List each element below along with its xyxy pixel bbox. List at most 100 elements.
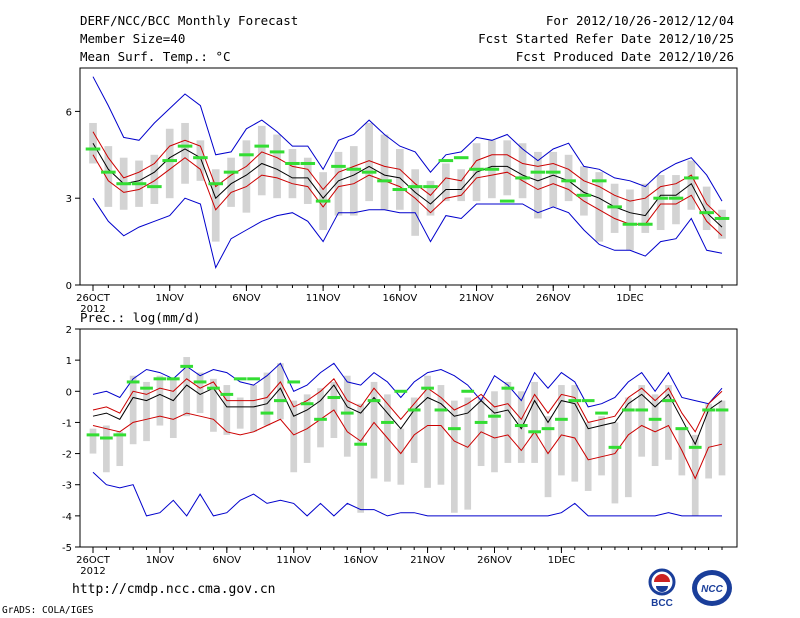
panel2-title: Prec.: log(mm/d): [80, 310, 201, 325]
observed-marker: [346, 167, 362, 171]
observed-marker: [85, 147, 101, 151]
p_high-line: [92, 131, 723, 219]
observed-marker: [541, 427, 555, 431]
spread-box: [277, 363, 284, 420]
observed-marker: [274, 399, 287, 403]
spread-box: [531, 381, 538, 463]
observed-marker: [285, 161, 300, 165]
x-tick-label: 1NOV: [146, 555, 175, 566]
title-left-3: Mean Surf. Temp.: °C: [80, 49, 231, 64]
spread-box: [273, 134, 281, 199]
spread-box: [678, 428, 686, 476]
spread-box: [665, 385, 672, 460]
observed-marker: [555, 417, 568, 421]
observed-marker: [530, 170, 546, 174]
title-right-1: For 2012/10/26-2012/12/04: [545, 13, 734, 28]
observed-marker: [699, 211, 714, 215]
observed-marker: [638, 222, 653, 226]
observed-marker: [86, 433, 100, 437]
spread-box: [687, 160, 696, 210]
ncc-logo-text: NCC: [701, 584, 723, 595]
observed-marker: [101, 170, 116, 174]
spread-box: [624, 397, 632, 498]
observed-marker: [269, 150, 285, 154]
observed-marker: [608, 445, 622, 449]
x-tick-label: 6NOV: [232, 293, 261, 304]
observed-marker: [361, 170, 377, 174]
spread-box: [595, 172, 604, 242]
min-line: [92, 197, 723, 269]
bcc-logo: BCC: [640, 566, 688, 608]
x-tick-label: 6NOV: [213, 555, 242, 566]
observed-marker: [581, 399, 595, 403]
spread-box: [349, 146, 358, 216]
y-tick-label: -1: [62, 418, 72, 429]
observed-marker: [668, 196, 684, 200]
x-tick-label: 21NOV: [410, 555, 445, 566]
spread-box: [181, 122, 189, 184]
spread-box: [705, 403, 712, 479]
observed-marker: [223, 170, 239, 174]
observed-marker: [340, 411, 354, 415]
max-line: [92, 362, 723, 408]
x-tick-label: 16NOV: [382, 293, 417, 304]
spread-box: [103, 425, 110, 473]
spread-box: [571, 385, 579, 482]
spread-box: [558, 385, 565, 476]
observed-marker: [392, 188, 408, 192]
spread-box: [357, 403, 365, 513]
observed-marker: [684, 176, 699, 180]
spread-box: [718, 209, 726, 239]
spread-box: [257, 125, 266, 196]
observed-marker: [254, 144, 270, 148]
spread-box: [196, 372, 204, 414]
observed-marker: [688, 445, 702, 449]
spread-box: [196, 140, 205, 181]
observed-marker: [461, 389, 475, 393]
observed-marker: [421, 386, 434, 390]
observed-marker: [591, 179, 607, 183]
observed-marker: [193, 156, 208, 160]
observed-marker: [561, 179, 576, 183]
spread-box: [518, 143, 527, 199]
spread-box: [397, 428, 405, 485]
spread-box: [129, 375, 137, 445]
mean-line: [92, 384, 723, 446]
spread-box: [517, 391, 525, 463]
footer-url[interactable]: http://cmdp.ncc.cma.gov.cn: [72, 582, 276, 597]
observed-marker: [545, 170, 561, 174]
observed-marker: [635, 408, 649, 412]
spread-box: [534, 151, 542, 219]
spread-box: [169, 378, 177, 438]
y-tick-label: 1: [66, 356, 72, 367]
spread-box: [549, 151, 558, 207]
spread-box: [334, 151, 343, 216]
spread-box: [626, 189, 634, 251]
spread-box: [211, 169, 220, 242]
spread-box: [442, 163, 450, 202]
p_low-line: [92, 154, 723, 237]
spread-box: [343, 375, 351, 457]
observed-marker: [501, 386, 515, 390]
observed-marker: [447, 427, 461, 431]
observed-marker: [314, 417, 327, 421]
spread-box: [242, 140, 251, 213]
spread-box: [702, 186, 711, 231]
y-tick-label: -5: [62, 543, 72, 554]
x-tick-label: 26NOV: [477, 555, 512, 566]
spread-box: [424, 375, 431, 488]
spread-box: [450, 400, 458, 513]
title-right-3: Fcst Produced Date 2012/10/26: [515, 49, 734, 64]
observed-marker: [488, 414, 501, 418]
observed-marker: [469, 167, 484, 171]
observed-marker: [207, 386, 220, 390]
spread-box: [89, 428, 97, 454]
observed-marker: [300, 161, 316, 165]
observed-marker: [327, 396, 341, 400]
panel-1: 0 3 6 26OCT 1NOV 6NOV 11NOV 16NOV 21NOV 26NOV 1DEC…: [66, 67, 738, 315]
observed-marker: [208, 182, 224, 186]
max-line: [92, 76, 723, 202]
spread-box: [580, 166, 588, 216]
observed-marker: [131, 182, 147, 186]
observed-marker: [474, 420, 488, 424]
